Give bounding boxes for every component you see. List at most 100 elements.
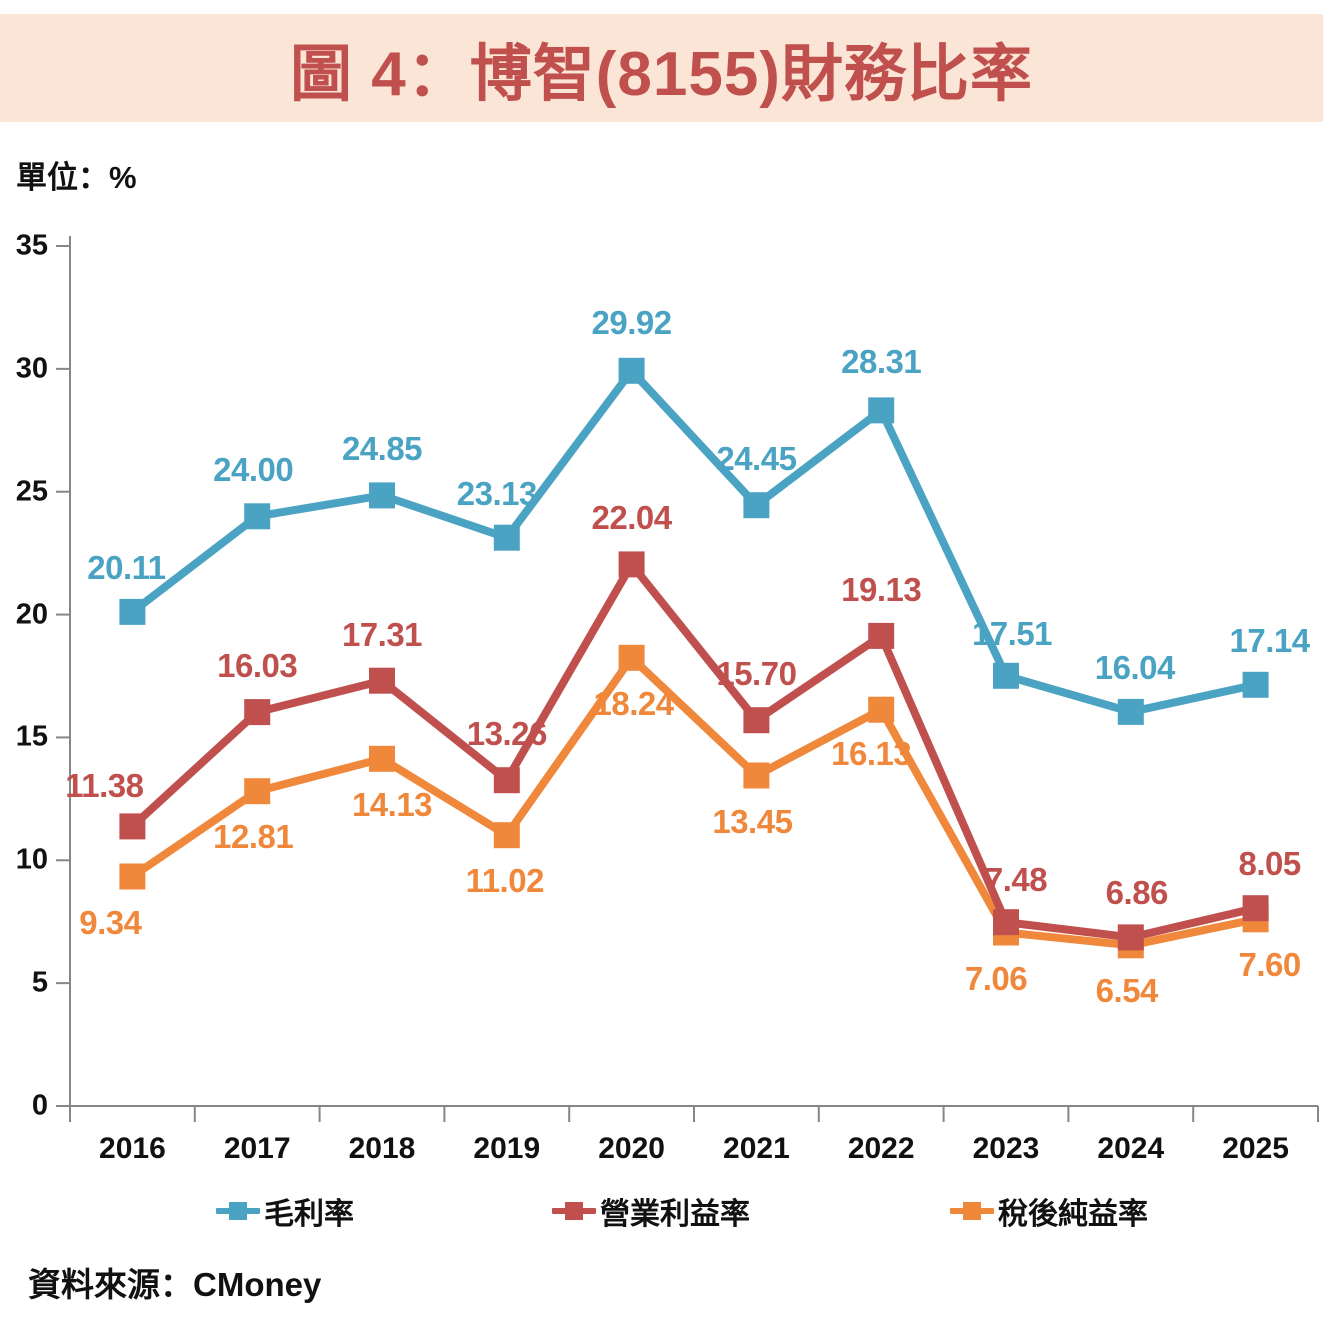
data-point-label: 19.13 [841,570,922,608]
series-marker [493,822,520,849]
y-axis-tick-label: 0 [31,1089,48,1122]
data-point-label: 16.03 [217,647,298,685]
data-point-label: 7.06 [964,959,1028,997]
series-marker [369,482,395,509]
series-marker [1117,698,1144,725]
data-point-label: 7.60 [1238,946,1301,984]
series-marker [1242,906,1269,933]
legend-square-marker [229,1202,247,1220]
data-point-label: 17.51 [971,614,1053,652]
data-point-label: 17.31 [341,615,423,653]
data-point-label: 28.31 [841,343,922,381]
x-axis-category-label: 2016 [99,1132,166,1165]
legend-square-marker [565,1202,583,1220]
series-line-0 [128,366,1260,716]
y-axis-tick-label: 30 [15,352,48,385]
series-marker [1242,671,1269,698]
legend-item-1[interactable]: 營業利益率 [552,1189,750,1233]
series-marker [244,699,271,726]
x-axis-category-label: 2021 [723,1132,790,1165]
series-marker [868,696,895,723]
data-point-label: 7.48 [984,861,1048,899]
series-marker [993,919,1019,946]
data-point-label: 8.05 [1238,845,1301,883]
data-point-label: 17.14 [1229,621,1311,659]
series-marker [993,909,1019,936]
line-square-marker-icon [216,1200,260,1222]
axis-group [56,236,1319,1122]
legend-square-marker [963,1202,981,1220]
series-group [119,357,1269,959]
line-square-marker-icon [552,1200,596,1222]
data-point-label: 16.04 [1094,648,1176,686]
x-axis-category-label: 2020 [598,1132,665,1165]
series-marker [1117,924,1144,951]
y-axis-tick-label: 35 [15,229,48,262]
series-marker [1242,895,1269,922]
data-point-label: 16.13 [831,734,912,772]
data-point-label: 9.34 [79,903,142,941]
data-point-label: 18.24 [593,684,675,722]
series-marker [618,357,645,384]
data-point-label: 22.04 [591,499,673,537]
series-marker [244,503,271,530]
data-point-label: 24.85 [341,430,423,468]
y-axis-tick-label: 20 [15,598,48,631]
series-marker [868,397,895,424]
data-point-label: 13.45 [712,802,793,840]
legend-label: 稅後純益率 [998,1198,1148,1231]
x-axis-category-label: 2023 [972,1132,1040,1165]
data-point-label: 14.13 [351,785,433,823]
legend-label: 營業利益率 [600,1198,750,1231]
source-note: 資料來源：CMoney [28,1266,322,1303]
series-marker [743,492,770,519]
series-marker [119,863,146,890]
line-square-marker-icon [950,1200,994,1222]
series-marker [493,524,520,551]
y-axis-tick-label: 10 [15,843,48,876]
series-marker [1117,932,1144,959]
data-point-label: 12.81 [213,818,294,856]
x-axis-category-label: 2022 [847,1132,915,1165]
legend-item-2[interactable]: 稅後純益率 [950,1189,1148,1233]
y-axis-tick-label: 15 [15,720,48,753]
data-point-label: 15.70 [716,655,797,693]
data-point-label: 11.02 [465,862,545,900]
series-marker [119,598,146,625]
y-axis-tick-label: 25 [15,475,48,508]
series-marker [868,622,895,649]
series-marker [618,644,645,671]
series-line-1 [128,560,1260,942]
data-point-label: 23.13 [456,474,538,512]
data-point-label: 24.45 [716,440,797,478]
x-axis-category-label: 2025 [1222,1132,1289,1165]
x-axis-category-label: 2018 [348,1132,416,1165]
series-marker [993,662,1019,689]
y-axis-tick-label: 5 [31,966,48,999]
series-marker [369,745,395,772]
x-axis-category-label: 2017 [223,1132,291,1165]
series-marker [618,551,645,578]
data-point-label: 6.54 [1095,972,1159,1010]
data-point-label: 20.11 [87,548,166,586]
series-marker [369,667,395,694]
data-point-label: 13.26 [466,715,548,753]
series-marker [244,778,271,805]
data-point-label: 24.00 [213,451,294,489]
series-marker [493,767,520,794]
series-line-2 [128,653,1260,950]
page-title: 圖 4：博智(8155)財務比率 [290,40,1033,109]
series-marker [743,762,770,789]
chart-legend: 毛利率 營業利益率 稅後純益率 [0,1189,1323,1237]
series-marker [743,707,770,734]
legend-label: 毛利率 [264,1198,354,1231]
title-banner: 圖 4：博智(8155)財務比率 [0,14,1323,122]
series-marker [119,813,146,840]
data-point-label: 6.86 [1105,874,1169,912]
data-point-label: 11.38 [65,767,144,805]
legend-item-0[interactable]: 毛利率 [216,1189,354,1233]
data-point-label: 29.92 [591,303,673,341]
x-axis-category-label: 2024 [1097,1132,1165,1165]
